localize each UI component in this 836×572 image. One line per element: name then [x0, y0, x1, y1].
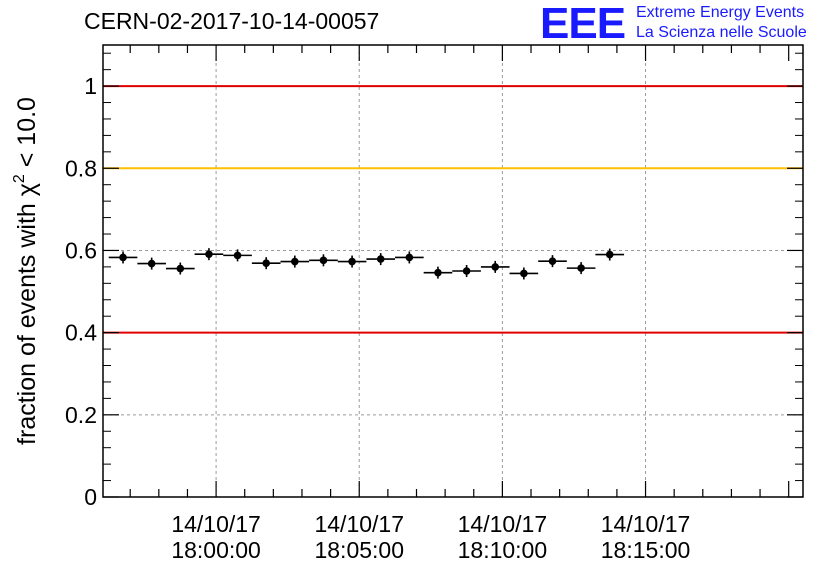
- data-point: [491, 263, 500, 271]
- chart-title: CERN-02-2017-10-14-00057: [84, 8, 380, 34]
- data-point: [262, 259, 270, 267]
- x-tick-label-time: 18:15:00: [601, 537, 691, 563]
- x-tick-label-date: 14/10/17: [458, 511, 548, 537]
- data-point: [233, 251, 242, 260]
- y-axis-label: fraction of events with χ2 < 10.0: [11, 97, 41, 445]
- eee-logo: EEE: [540, 0, 626, 48]
- x-tick-label-time: 18:10:00: [458, 537, 548, 563]
- data-point: [348, 257, 356, 266]
- data-point: [405, 253, 414, 262]
- y-tick-label: 1: [84, 73, 97, 99]
- logo-subtitle-line2: La Scienza nelle Scuole: [636, 24, 807, 41]
- x-tick-label-date: 14/10/17: [314, 511, 404, 537]
- data-point: [577, 264, 585, 272]
- data-point: [147, 259, 156, 268]
- data-point: [520, 269, 528, 278]
- x-tick-label-time: 18:05:00: [314, 537, 404, 563]
- data-series: [108, 248, 625, 280]
- x-tick-label-date: 14/10/17: [601, 511, 691, 537]
- y-tick-label: 0: [84, 484, 97, 510]
- y-axis-label-suffix: < 10.0: [13, 97, 41, 174]
- data-point: [462, 267, 471, 275]
- data-point: [205, 250, 213, 258]
- data-point: [434, 268, 442, 277]
- y-axis-label-prefix: fraction of events with χ: [13, 183, 41, 445]
- data-point: [548, 257, 557, 265]
- x-tick-label-time: 18:00:00: [171, 537, 261, 563]
- data-point: [176, 264, 185, 273]
- logo-subtitle-line1: Extreme Energy Events: [636, 4, 805, 21]
- data-point: [605, 250, 614, 259]
- y-tick-label: 0.2: [65, 402, 97, 428]
- y-tick-label: 0.6: [65, 237, 97, 263]
- data-point: [291, 257, 299, 266]
- plot-frame: [102, 44, 804, 498]
- y-tick-label: 0.4: [65, 320, 97, 346]
- y-axis-label-superscript: 2: [11, 174, 28, 183]
- y-tick-label: 0.8: [65, 155, 97, 181]
- reference-lines: [103, 85, 803, 334]
- data-point: [376, 255, 385, 263]
- x-tick-label-date: 14/10/17: [171, 511, 261, 537]
- data-point: [119, 253, 127, 262]
- axes: 00.20.40.60.8114/10/1718:00:0014/10/1718…: [65, 45, 803, 563]
- data-point: [319, 256, 328, 265]
